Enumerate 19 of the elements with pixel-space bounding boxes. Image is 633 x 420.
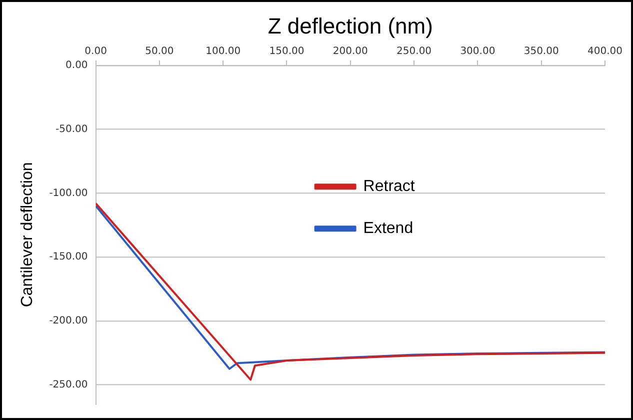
y-tick-label: 0.00 bbox=[66, 60, 88, 71]
x-tick-label: 100.00 bbox=[206, 46, 241, 57]
y-axis-title: Cantilever deflection bbox=[19, 162, 36, 308]
x-tick-label: 350.00 bbox=[524, 46, 559, 57]
x-tick-label: 0.00 bbox=[84, 46, 107, 57]
y-tick-label: -150.00 bbox=[49, 252, 88, 263]
x-tick-label: 200.00 bbox=[332, 46, 368, 57]
y-tick-label: -250.00 bbox=[49, 379, 88, 390]
y-tick-label: -50.00 bbox=[56, 124, 88, 135]
legend-label: Retract bbox=[363, 178, 416, 196]
legend-label: Extend bbox=[363, 220, 414, 238]
x-tick-label: 400.00 bbox=[588, 46, 622, 57]
x-tick-label: 300.00 bbox=[460, 46, 496, 57]
y-tick-label: -100.00 bbox=[49, 188, 88, 199]
x-tick-label: 50.00 bbox=[145, 46, 174, 57]
x-tick-label: 150.00 bbox=[269, 46, 304, 57]
y-tick-label: -200.00 bbox=[49, 316, 88, 327]
x-tick-label: 250.00 bbox=[396, 46, 432, 57]
x-axis-title: Z deflection (nm) bbox=[268, 13, 433, 38]
